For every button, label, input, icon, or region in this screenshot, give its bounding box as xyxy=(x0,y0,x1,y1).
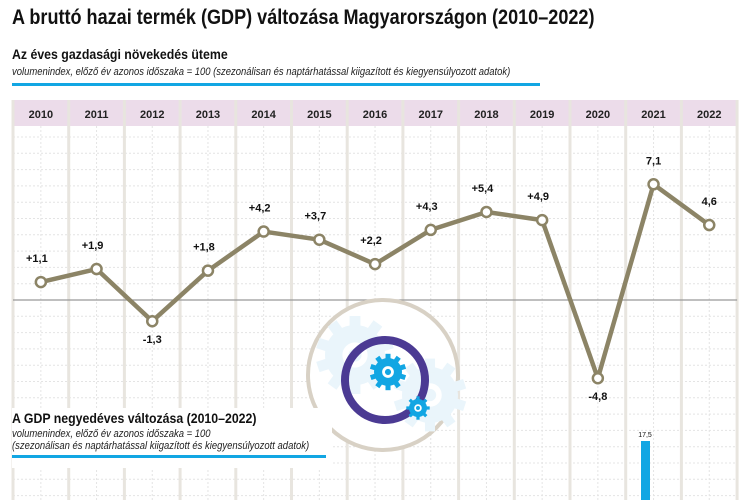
data-label: +1,1 xyxy=(26,253,48,265)
data-label: +3,7 xyxy=(304,211,326,223)
gear-tooth xyxy=(424,417,436,432)
data-label: +2,2 xyxy=(360,235,382,247)
gear-tooth xyxy=(397,363,407,371)
data-point xyxy=(34,275,48,289)
gear-tooth xyxy=(385,383,391,391)
quarterly-title-box: A GDP negyedéves változása (2010–2022) v… xyxy=(12,408,332,468)
gear-tooth xyxy=(416,396,420,401)
gear-hub xyxy=(384,368,392,376)
data-label: -1,3 xyxy=(143,334,162,346)
gear-tooth xyxy=(392,379,401,389)
gear-hub xyxy=(416,406,420,410)
gear-tooth xyxy=(369,363,379,371)
data-point xyxy=(591,371,605,385)
gear-tooth xyxy=(439,362,456,380)
gear-tooth xyxy=(404,362,421,380)
quarterly-subtitle-2: (szezonálisan és naptárhatással kiigazít… xyxy=(12,440,310,452)
year-label: 2019 xyxy=(530,109,554,121)
data-point xyxy=(424,223,437,237)
year-label: 2017 xyxy=(419,109,443,121)
gear-tooth xyxy=(408,398,415,405)
quarterly-title: A GDP negyedéves változása (2010–2022) xyxy=(12,410,257,426)
year-label: 2018 xyxy=(474,109,498,121)
gear-tooth xyxy=(424,358,436,373)
gear-tooth xyxy=(393,397,411,412)
emblem-ring xyxy=(341,336,429,424)
data-label: 7,1 xyxy=(646,155,661,167)
quarterly-bar xyxy=(641,441,650,500)
gear-tooth xyxy=(369,373,379,381)
year-label: 2022 xyxy=(697,109,721,121)
year-label: 2012 xyxy=(140,109,164,121)
data-point xyxy=(647,178,660,191)
data-point xyxy=(146,314,159,328)
gear-tooth xyxy=(349,316,361,331)
gear-tooth xyxy=(364,320,383,339)
data-label: +5,4 xyxy=(472,183,495,195)
gear-tooth xyxy=(439,410,456,428)
data-label: +4,3 xyxy=(416,201,438,213)
year-label: 2011 xyxy=(85,109,109,121)
data-point xyxy=(313,233,326,246)
gear-tooth xyxy=(316,337,334,353)
year-label: 2016 xyxy=(363,109,387,121)
year-label: 2015 xyxy=(307,109,331,121)
year-label: 2020 xyxy=(586,109,610,121)
gear-tooth xyxy=(425,406,430,410)
gear-tooth xyxy=(449,397,467,412)
year-label: 2021 xyxy=(641,109,665,121)
data-label: +1,9 xyxy=(82,240,104,252)
data-label: +4,9 xyxy=(527,191,549,203)
gear-tooth xyxy=(449,378,467,393)
data-point xyxy=(201,264,215,277)
gears-icon xyxy=(306,298,467,452)
year-label: 2014 xyxy=(251,109,276,121)
data-point xyxy=(90,262,103,276)
data-label: +1,8 xyxy=(193,242,215,254)
gear-tooth xyxy=(349,379,361,394)
data-label: 4,6 xyxy=(702,196,717,208)
gear-large xyxy=(369,353,407,391)
gear-tooth xyxy=(406,406,411,410)
title-underline xyxy=(12,83,540,86)
quarterly-underline xyxy=(12,455,326,458)
data-point xyxy=(703,218,716,232)
data-point xyxy=(257,225,270,238)
bar-label: 17,5 xyxy=(638,432,652,439)
gear-small xyxy=(406,396,430,420)
gear-tooth xyxy=(416,415,420,420)
gear-tooth xyxy=(421,398,428,405)
data-point xyxy=(535,213,549,227)
year-label: 2013 xyxy=(196,109,220,121)
gear-tooth xyxy=(397,373,407,381)
gear-tooth xyxy=(375,355,384,365)
gear-tooth xyxy=(392,355,401,365)
data-point xyxy=(480,205,493,219)
quarterly-subtitle-1: volumenindex, előző év azonos időszaka =… xyxy=(12,428,211,440)
gear-tooth xyxy=(327,371,346,390)
chart-title: Az éves gazdasági növekedés üteme xyxy=(12,46,228,62)
gear-tooth xyxy=(421,411,428,418)
gear-tooth xyxy=(316,357,334,373)
gear-tooth xyxy=(327,320,346,339)
year-header-band xyxy=(13,100,738,126)
gear-tooth xyxy=(408,411,415,418)
gear-tooth xyxy=(385,353,391,361)
data-label: +4,2 xyxy=(249,203,271,215)
page-title: A bruttó hazai termék (GDP) változása Ma… xyxy=(12,6,595,29)
year-label: 2010 xyxy=(29,109,53,121)
gear-tooth xyxy=(375,379,384,389)
chart-subtitle: volumenindex, előző év azonos időszaka =… xyxy=(12,66,511,78)
data-label: -4,8 xyxy=(588,391,607,403)
data-point xyxy=(368,257,382,271)
